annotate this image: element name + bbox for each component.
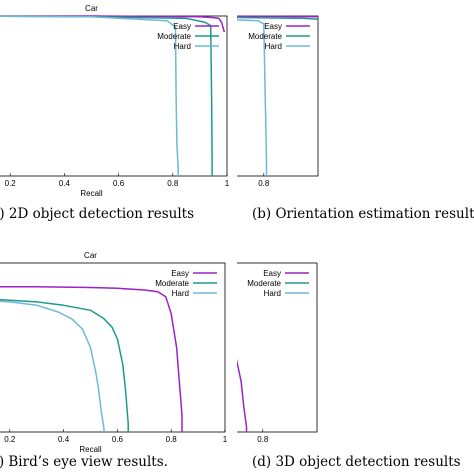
legend-label: Moderate — [155, 279, 189, 288]
x-tick-label: 0.6 — [112, 435, 124, 444]
legend-label: Easy — [171, 269, 189, 278]
legend-label: Hard — [174, 42, 191, 51]
series-line-hard — [0, 300, 105, 432]
chart-d: Car00.20.40.60.800.20.40.60.81RecallEasy… — [237, 262, 318, 444]
series-line-hard — [237, 19, 268, 176]
caption-d: (d) 3D object detection results — [252, 454, 461, 470]
x-tick-label: 1 — [225, 179, 230, 188]
legend-label: Hard — [265, 42, 282, 51]
legend-label: Easy — [173, 22, 191, 31]
caption-c: (c) Bird’s eye view results. — [0, 454, 168, 470]
x-tick-label: 1 — [223, 435, 228, 444]
series-line-easy — [237, 15, 319, 18]
plot-frame — [0, 15, 228, 177]
series-line-hard — [0, 15, 179, 176]
legend-label: Hard — [264, 289, 281, 298]
x-tick-label: 0.8 — [258, 179, 270, 188]
legend-label: Hard — [172, 289, 189, 298]
legend-label: Moderate — [248, 32, 282, 41]
plot-frame — [237, 15, 319, 177]
x-tick-label: 0.6 — [113, 179, 125, 188]
x-tick-label: 0.8 — [257, 435, 269, 444]
series-line-easy — [0, 285, 183, 432]
legend-label: Easy — [264, 22, 282, 31]
legend-label: Moderate — [247, 279, 281, 288]
x-tick-label: 0.2 — [5, 179, 17, 188]
caption-a: (a) 2D object detection results — [0, 206, 194, 222]
plot-frame — [237, 262, 318, 433]
x-tick-label: 0.2 — [4, 435, 16, 444]
chart-title: Car — [85, 4, 98, 13]
chart-title: Car — [84, 251, 97, 260]
series-line-easy — [237, 358, 248, 432]
chart-b: Car00.20.40.60.800.20.40.60.81RecallEasy… — [237, 15, 319, 188]
x-tick-label: 0.8 — [166, 435, 178, 444]
series-line-moderate — [0, 298, 129, 432]
legend-label: Moderate — [157, 32, 191, 41]
x-axis-label: Recall — [79, 445, 101, 454]
x-tick-label: 0.4 — [59, 179, 71, 188]
x-tick-label: 0.4 — [58, 435, 70, 444]
x-axis-label: Recall — [80, 189, 102, 198]
legend-label: Easy — [263, 269, 281, 278]
series-line-easy — [0, 15, 226, 33]
caption-b: (b) Orientation estimation results — [252, 206, 474, 222]
plot-frame — [0, 262, 226, 433]
x-tick-label: 0.8 — [167, 179, 179, 188]
series-line-moderate — [237, 16, 319, 20]
